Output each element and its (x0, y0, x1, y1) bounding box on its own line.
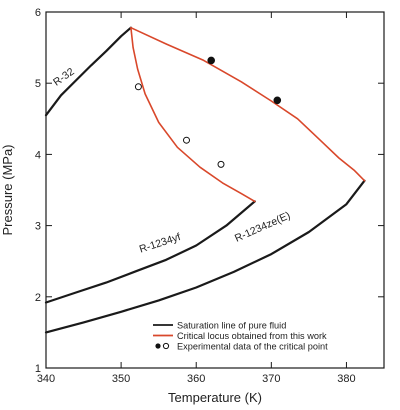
y-tick-label: 5 (35, 78, 41, 90)
x-tick-label: 360 (187, 373, 205, 385)
x-tick-label: 380 (337, 373, 355, 385)
critical-locus-line-r-32-r-1234ze-e (130, 26, 366, 182)
legend-open-marker (162, 342, 170, 350)
y-tick-label: 4 (35, 149, 41, 161)
x-axis-label: Temperature (K) (168, 390, 262, 405)
experimental-point-open (217, 160, 225, 168)
y-axis-label: Pressure (MPa) (0, 144, 15, 235)
experimental-point-open (183, 136, 190, 144)
y-tick-label: 1 (35, 363, 41, 375)
x-tick-label: 370 (262, 373, 280, 385)
saturation-line-r-1234ze-e (44, 179, 366, 334)
x-tick-label: 340 (37, 373, 55, 385)
legend-label: Saturation line of pure fluid (177, 321, 286, 331)
legend-label: Critical locus obtained from this work (177, 331, 327, 341)
legend-filled-marker (155, 343, 161, 349)
experimental-point-filled (207, 56, 215, 65)
plot-area (45, 11, 385, 369)
y-axis-ticks: 1 2 3 4 5 6 (35, 7, 384, 375)
experimental-point-filled (273, 96, 282, 105)
critical-locus-line-r-32-r-1234yf (130, 26, 256, 203)
saturation-line-r-32 (44, 26, 132, 117)
y-tick-label: 2 (35, 292, 41, 304)
legend-label: Experimental data of the critical point (177, 342, 328, 352)
y-tick-label: 3 (35, 221, 41, 233)
y-tick-label: 6 (35, 7, 41, 19)
x-tick-label: 350 (112, 373, 130, 385)
markers (134, 56, 282, 168)
x-axis-ticks: 340 350 360 370 380 (37, 12, 356, 385)
experimental-point-open (134, 83, 142, 91)
saturation-line-r-1234yf (44, 200, 256, 304)
curves (44, 26, 366, 334)
